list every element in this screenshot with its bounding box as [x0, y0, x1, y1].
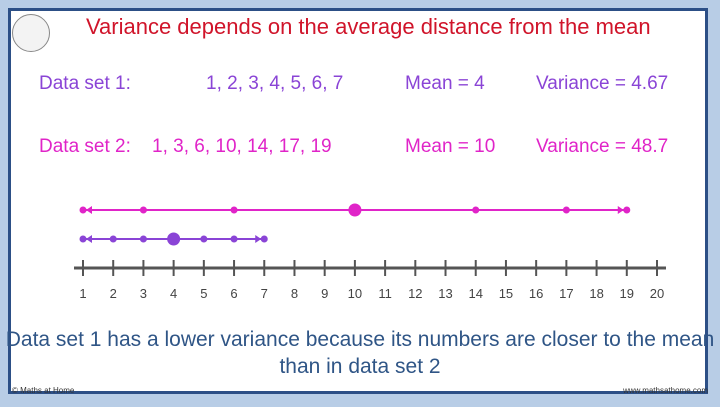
- set1-data-point: [109, 235, 117, 243]
- tick-label: 5: [200, 286, 207, 301]
- set1-data-point: [260, 235, 268, 243]
- set1-data-point: [79, 235, 87, 243]
- arrow-left-icon: [86, 206, 92, 214]
- tick-label: 20: [650, 286, 664, 301]
- tick-label: 12: [408, 286, 422, 301]
- tick-label: 13: [438, 286, 452, 301]
- tick-label: 3: [140, 286, 147, 301]
- set2-values: 1, 3, 6, 10, 14, 17, 19: [152, 136, 332, 157]
- set2-mean-point: [348, 203, 362, 217]
- set2-data-point: [562, 206, 570, 214]
- tick-label: 14: [469, 286, 483, 301]
- set1-values: 1, 2, 3, 4, 5, 6, 7: [206, 73, 344, 94]
- arrow-right-icon: [255, 235, 262, 243]
- tick-label: 7: [261, 286, 268, 301]
- set1-label: Data set 1:: [39, 73, 131, 94]
- set1-data-point: [139, 235, 147, 243]
- tick-label: 4: [170, 286, 177, 301]
- set1-variance: Variance = 4.67: [536, 73, 669, 94]
- set1-mean-point: [167, 232, 181, 246]
- conclusion-text: Data set 1 has a lower variance because …: [5, 328, 715, 378]
- set2-data-point: [623, 206, 631, 214]
- set2-variance: Variance = 48.7: [536, 136, 669, 157]
- set2-label: Data set 2:: [39, 136, 131, 157]
- set2-data-point: [139, 206, 147, 214]
- set1-data-point: [230, 235, 238, 243]
- tick-label: 18: [589, 286, 603, 301]
- tick-label: 15: [499, 286, 513, 301]
- slide-title: Variance depends on the average distance…: [86, 14, 651, 39]
- tick-label: 17: [559, 286, 573, 301]
- tick-label: 16: [529, 286, 543, 301]
- slide-panel: [8, 8, 708, 394]
- footer-copyright: © Maths at Home: [12, 386, 75, 395]
- set2-data-point: [472, 206, 480, 214]
- tick-label: 19: [620, 286, 634, 301]
- tick-label: 6: [230, 286, 237, 301]
- set2-data-point: [230, 206, 238, 214]
- footer-website: www.mathsathome.com: [623, 386, 708, 395]
- tick-label: 8: [291, 286, 298, 301]
- tick-label: 9: [321, 286, 328, 301]
- set1-data-point: [200, 235, 208, 243]
- maths-at-home-logo: [12, 14, 50, 52]
- tick-label: 2: [110, 286, 117, 301]
- arrow-right-icon: [617, 206, 624, 214]
- tick-label: 11: [378, 286, 392, 301]
- tick-label: 1: [79, 286, 86, 301]
- set1-mean: Mean = 4: [405, 73, 485, 94]
- tick-label: 10: [348, 286, 362, 301]
- arrow-left-icon: [86, 235, 92, 243]
- set2-data-point: [79, 206, 87, 214]
- set2-mean: Mean = 10: [405, 136, 496, 157]
